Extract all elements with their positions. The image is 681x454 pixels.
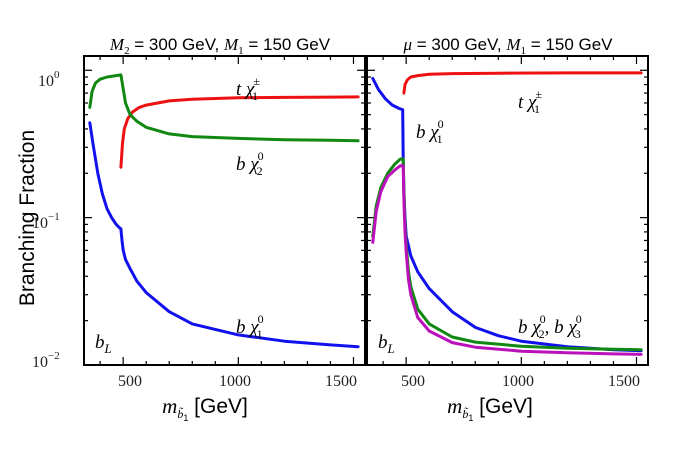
left-label-b-chi10: b χ0 1 [236, 312, 264, 341]
x-tick-label-1000: 1000 [219, 373, 251, 390]
series-line-right-3 [371, 164, 643, 356]
left-label-t-chi1pm: t χ± 1 [236, 74, 260, 103]
y-tick-labels: 100 10−1 10−2 [32, 69, 60, 371]
x-tick-label-1000: 1000 [502, 373, 534, 390]
series-line-right-1 [371, 77, 643, 353]
y-tick-label-1e-2: 10−2 [32, 350, 60, 371]
right-label-b-chi20-chi30: b χ0 2, b χ0 3 [518, 312, 582, 341]
series-line-right-2 [371, 157, 643, 352]
left-corner-label: bL [95, 332, 112, 356]
series-line-left-1 [88, 73, 360, 143]
left-x-tick-labels: 500 1000 1500 [118, 373, 357, 390]
right-plot-frame [366, 55, 649, 366]
x-axis-title-left: mb̃1 [GeV] [162, 394, 248, 423]
right-label-t-chi1pm: t χ± 1 [518, 87, 542, 116]
series-line-left-0 [119, 95, 360, 169]
left-label-b-chi20: b χ0 2 [236, 149, 264, 178]
series-line-right-0 [402, 71, 643, 95]
y-tick-label-1e0: 100 [38, 69, 60, 90]
x-tick-label-500: 500 [401, 373, 425, 390]
x-tick-label-500: 500 [118, 373, 142, 390]
right-panel: μ = 300 GeV, M1 = 150 GeV 500 1000 1500 … [366, 35, 649, 390]
y-tick-label-1e-1: 10−1 [32, 211, 60, 232]
right-label-b-chi10: b χ0 1 [416, 117, 444, 146]
left-panel: M2 = 300 GeV, M1 = 150 GeV 500 1000 1500… [83, 35, 366, 390]
right-panel-title: μ = 300 GeV, M1 = 150 GeV [402, 35, 613, 57]
left-panel-title: M2 = 300 GeV, M1 = 150 GeV [109, 35, 331, 57]
left-plot-frame [83, 55, 366, 366]
x-tick-label-1500: 1500 [325, 373, 357, 390]
left-plot-area [84, 56, 365, 366]
x-axis-title-right: mb̃1 [GeV] [447, 394, 533, 423]
right-x-tick-labels: 500 1000 1500 [401, 373, 640, 390]
series-line-left-2 [88, 121, 360, 349]
right-corner-label: bL [378, 332, 395, 356]
y-axis-title: Branching Fraction [16, 130, 39, 306]
right-plot-area [367, 56, 648, 366]
x-tick-label-1500: 1500 [608, 373, 640, 390]
